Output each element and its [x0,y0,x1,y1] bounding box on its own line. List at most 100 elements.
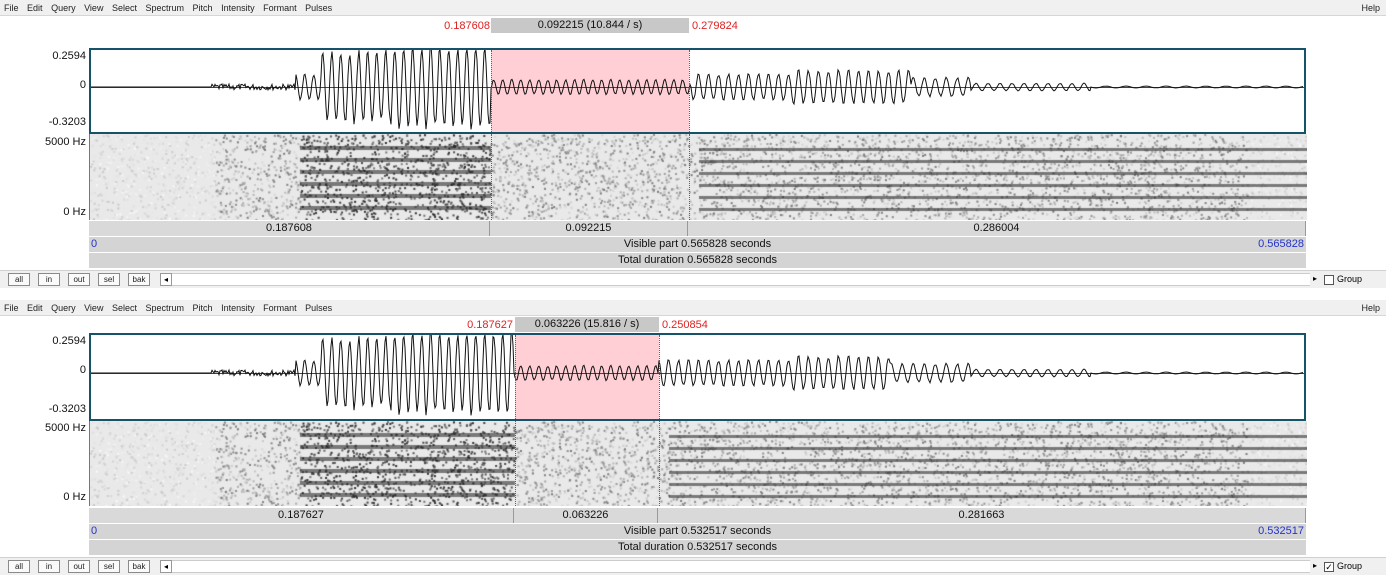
menu-edit[interactable]: Edit [27,3,43,13]
zoom-out-button[interactable]: out [68,560,90,573]
selection-start-line [515,421,516,506]
frequency-max-label: 5000 Hz [45,422,86,434]
total-duration-label: Total duration 0.565828 seconds [617,254,777,266]
selection-end-time: 0.250854 [662,319,708,331]
visible-part-label: Visible part 0.532517 seconds [623,525,772,537]
group-label: Group [1337,561,1363,571]
menu-file[interactable]: File [4,303,19,313]
selection-length[interactable]: 0.092215 (10.844 / s) [491,18,689,33]
visible-end: 0.565828 [1258,238,1304,250]
amplitude-zero-label: 0 [79,364,86,376]
menu-view[interactable]: View [84,3,104,13]
selection-end-line [689,50,690,132]
visible-part-label: Visible part 0.565828 seconds [623,238,772,250]
selection-length[interactable]: 0.063226 (15.816 / s) [515,317,659,332]
duration-before-selection[interactable]: 0.187627 [89,508,514,523]
amplitude-min-label: -0.3203 [48,116,86,128]
menu-formant[interactable]: Formant [263,3,297,13]
selection-end-time: 0.279824 [692,20,738,32]
group-checkbox[interactable]: Group [1324,273,1362,286]
amplitude-zero-label: 0 [79,79,86,91]
scroll-left-arrow-icon[interactable]: ◂ [160,273,172,286]
spectrogram-view[interactable] [89,421,1307,506]
visible-part-bar[interactable]: 0 Visible part 0.532517 seconds 0.532517 [89,524,1306,539]
amplitude-max-label: 0.2594 [52,335,86,347]
waveform-view[interactable] [89,333,1306,421]
visible-part-bar[interactable]: 0 Visible part 0.565828 seconds 0.565828 [89,237,1306,252]
menu-query[interactable]: Query [51,303,76,313]
spectrogram [90,421,1307,506]
waveform [91,50,1304,130]
selection-start-line [491,134,492,220]
selection-start-time: 0.187627 [467,319,513,331]
waveform-baseline [91,373,1304,374]
menu-formant[interactable]: Formant [263,303,297,313]
menu-pulses[interactable]: Pulses [305,303,333,313]
spectrogram-view[interactable] [89,134,1307,220]
group-checkbox[interactable]: ✓ Group [1324,560,1362,573]
menu-file[interactable]: File [4,3,19,13]
duration-selection[interactable]: 0.092215 [490,221,688,236]
checkbox-icon[interactable]: ✓ [1324,561,1334,572]
menu-select[interactable]: Select [111,3,137,13]
menu-pulses[interactable]: Pulses [305,3,333,13]
scroll-right-arrow-icon[interactable]: ▸ [1312,561,1317,570]
zoom-selection-button[interactable]: sel [98,560,120,573]
group-label: Group [1337,274,1363,284]
amplitude-max-label: 0.2594 [52,50,86,62]
zoom-selection-button[interactable]: sel [98,273,120,286]
menu-select[interactable]: Select [111,303,137,313]
visible-start: 0 [91,525,98,537]
menu-query[interactable]: Query [51,3,76,13]
menu-spectrum[interactable]: Spectrum [145,303,185,313]
duration-before-selection[interactable]: 0.187608 [89,221,490,236]
total-duration-bar[interactable]: Total duration 0.532517 seconds [89,540,1306,555]
horizontal-scrollbar[interactable] [172,273,1310,286]
menu-intensity[interactable]: Intensity [221,3,255,13]
zoom-in-button[interactable]: in [38,560,60,573]
scroll-right-arrow-icon[interactable]: ▸ [1312,274,1317,283]
duration-bar: 0.187608 0.092215 0.286004 [89,221,1306,236]
waveform-view[interactable] [89,48,1306,134]
waveform [91,335,1304,416]
selection-start-line [491,50,492,132]
duration-after-selection[interactable]: 0.286004 [688,221,1306,236]
duration-selection[interactable]: 0.063226 [514,508,658,523]
visible-start: 0 [91,238,98,250]
menu-help[interactable]: Help [1361,303,1380,313]
spectrogram [90,134,1307,220]
zoom-back-button[interactable]: bak [128,560,150,573]
zoom-toolbar: all in out sel bak ◂ ▸ Group [0,270,1386,288]
scroll-left-arrow-icon[interactable]: ◂ [160,560,172,573]
selection-start-line [515,335,516,419]
zoom-all-button[interactable]: all [8,273,30,286]
frequency-max-label: 5000 Hz [45,136,86,148]
visible-end: 0.532517 [1258,525,1304,537]
selection-start-time: 0.187608 [444,20,490,32]
menu-pitch[interactable]: Pitch [192,303,213,313]
menu-view[interactable]: View [84,303,104,313]
zoom-out-button[interactable]: out [68,273,90,286]
selection-end-line [689,134,690,220]
menu-intensity[interactable]: Intensity [221,303,255,313]
duration-bar: 0.187627 0.063226 0.281663 [89,508,1306,523]
amplitude-min-label: -0.3203 [48,403,86,415]
zoom-all-button[interactable]: all [8,560,30,573]
menu-bar: File Edit Query View Select Spectrum Pit… [0,300,1386,316]
horizontal-scrollbar[interactable] [172,560,1310,573]
selection-end-line [659,421,660,506]
menu-spectrum[interactable]: Spectrum [145,3,185,13]
total-duration-bar[interactable]: Total duration 0.565828 seconds [89,253,1306,268]
duration-after-selection[interactable]: 0.281663 [658,508,1306,523]
menu-edit[interactable]: Edit [27,303,43,313]
frequency-min-label: 0 Hz [63,491,86,503]
zoom-in-button[interactable]: in [38,273,60,286]
selection-end-line [659,335,660,419]
zoom-back-button[interactable]: bak [128,273,150,286]
sound-editor-panel-1: File Edit Query View Select Spectrum Pit… [0,0,1386,288]
menu-pitch[interactable]: Pitch [192,3,213,13]
frequency-min-label: 0 Hz [63,206,86,218]
sound-editor-panel-2: File Edit Query View Select Spectrum Pit… [0,287,1386,575]
checkbox-icon[interactable] [1324,274,1334,285]
menu-help[interactable]: Help [1361,3,1380,13]
